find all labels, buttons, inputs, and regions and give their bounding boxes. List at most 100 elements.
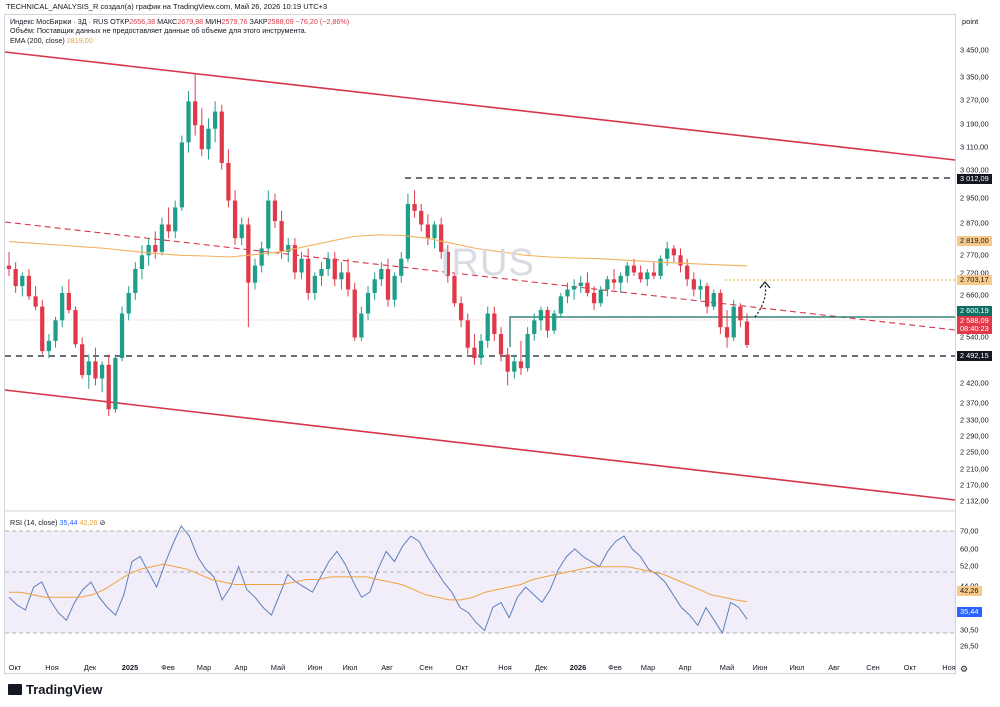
price-axis-label: 3 350,00 xyxy=(960,72,989,82)
candle-body xyxy=(492,313,497,335)
candle-body xyxy=(485,313,490,341)
candle-body xyxy=(299,258,304,273)
candle-body xyxy=(239,224,244,239)
rsi-axis-label: 52,00 xyxy=(960,561,979,571)
time-axis-label: Июн xyxy=(752,663,768,672)
candle-body xyxy=(631,265,637,273)
gear-icon[interactable]: ⚙ xyxy=(960,664,969,674)
candle-body xyxy=(119,313,125,358)
candle-body xyxy=(292,245,298,273)
candle-body xyxy=(219,111,224,163)
price-axis-label: 3 270,00 xyxy=(960,95,989,105)
candle-body xyxy=(458,303,464,321)
time-axis-label: Окт xyxy=(455,663,469,672)
candle-body xyxy=(625,265,630,276)
candle-body xyxy=(46,340,52,352)
tradingview-logo-text: TradingView xyxy=(26,682,103,697)
time-axis-label: Фев xyxy=(608,663,622,672)
candle-body xyxy=(565,289,570,297)
price-axis-label: 2 720,00 xyxy=(960,268,989,278)
rsi-ma-line xyxy=(9,563,748,603)
candle-body xyxy=(465,320,470,348)
rsi-axis-label: 30,50 xyxy=(960,625,979,635)
legend-low: 2579,76 xyxy=(221,17,248,26)
candle-body xyxy=(498,334,504,355)
candle-body xyxy=(93,361,98,379)
candle-body xyxy=(232,200,238,239)
time-axis-label: Июн xyxy=(307,663,323,672)
chart-frame xyxy=(4,14,956,674)
candle-body xyxy=(744,321,750,345)
footer xyxy=(0,674,1000,707)
candle-body xyxy=(286,245,291,252)
candle-body xyxy=(26,275,32,297)
tradingview-logo-icon xyxy=(8,684,22,695)
chart-header: TECHNICAL_ANALYSIS_R создал(а) график на… xyxy=(0,0,1000,14)
candle-body xyxy=(66,292,71,311)
time-axis-label: Авг xyxy=(828,663,840,672)
candle-body xyxy=(86,361,91,376)
legend-symbol[interactable]: Индекс МосБиржи · 3Д · RUS xyxy=(10,17,109,26)
tradingview-logo[interactable]: TradingView xyxy=(8,682,102,697)
candle-body xyxy=(306,258,311,293)
time-axis-label: Дек xyxy=(83,663,97,672)
candle-body xyxy=(452,275,457,304)
candle-body xyxy=(133,268,138,293)
candle-body xyxy=(13,268,18,287)
legend-close-label: ЗАКР xyxy=(249,17,268,26)
legend-high-label: МАКС xyxy=(157,17,178,26)
tag-rsi-signal: 42,26 xyxy=(957,586,982,596)
legend-ema-row[interactable]: EMA (200, close) 2819,00 xyxy=(10,36,349,45)
candle-body xyxy=(173,207,178,232)
candle-body xyxy=(352,289,357,338)
rsi-legend[interactable]: RSI (14, close) 35,44 42,26 ⊘ xyxy=(10,518,106,527)
candle-body xyxy=(432,224,437,239)
eye-icon[interactable]: ⊘ xyxy=(99,518,106,527)
candle-body xyxy=(339,272,344,280)
price-axis-label: 2 870,00 xyxy=(960,218,989,228)
symbol-watermark: IRUS xyxy=(440,242,535,284)
projection-arrowhead xyxy=(759,281,771,289)
legend-high: 2679,98 xyxy=(177,17,204,26)
tag-ema: 2 819,00 xyxy=(957,236,992,246)
candle-body xyxy=(651,272,657,276)
candle-body xyxy=(319,268,324,276)
candle-body xyxy=(658,258,663,276)
candle-body xyxy=(605,279,610,290)
rsi-axis-label: 70,00 xyxy=(960,526,979,536)
candles-group xyxy=(6,73,750,417)
candle-body xyxy=(611,279,617,283)
price-axis-label: 3 190,00 xyxy=(960,119,989,129)
price-axis-label: 2 370,00 xyxy=(960,398,989,408)
candle-body xyxy=(186,101,191,143)
candle-body xyxy=(272,200,278,222)
candle-body xyxy=(439,224,444,252)
candle-body xyxy=(40,306,45,352)
candle-body xyxy=(552,313,557,331)
legend-ema-label: EMA (200, close) xyxy=(10,35,65,45)
candle-body xyxy=(113,357,118,410)
candle-body xyxy=(326,258,331,269)
support-green-level xyxy=(509,316,955,347)
candle-body xyxy=(312,275,317,293)
candle-body xyxy=(685,265,690,280)
candle-body xyxy=(665,248,670,259)
candle-body xyxy=(166,224,171,232)
time-axis-label: Ноя xyxy=(45,663,59,672)
candle-body xyxy=(678,255,683,266)
price-axis-label: 3 030,00 xyxy=(960,165,989,175)
candle-body xyxy=(99,364,105,379)
tag-rsi: 35,44 xyxy=(957,607,982,617)
candle-body xyxy=(738,306,743,321)
candle-body xyxy=(399,258,404,276)
legend-open: 2656,38 xyxy=(129,17,156,26)
candle-body xyxy=(159,224,165,252)
rsi-legend-ma-value: 42,26 xyxy=(79,518,98,527)
tag-support-green: 2 600,19 xyxy=(957,306,992,316)
candle-body xyxy=(252,265,258,283)
candle-body xyxy=(691,279,696,290)
candle-body xyxy=(193,101,198,126)
time-axis-label: Май xyxy=(719,663,735,672)
tag-resistance: 3 012,09 xyxy=(957,174,992,184)
